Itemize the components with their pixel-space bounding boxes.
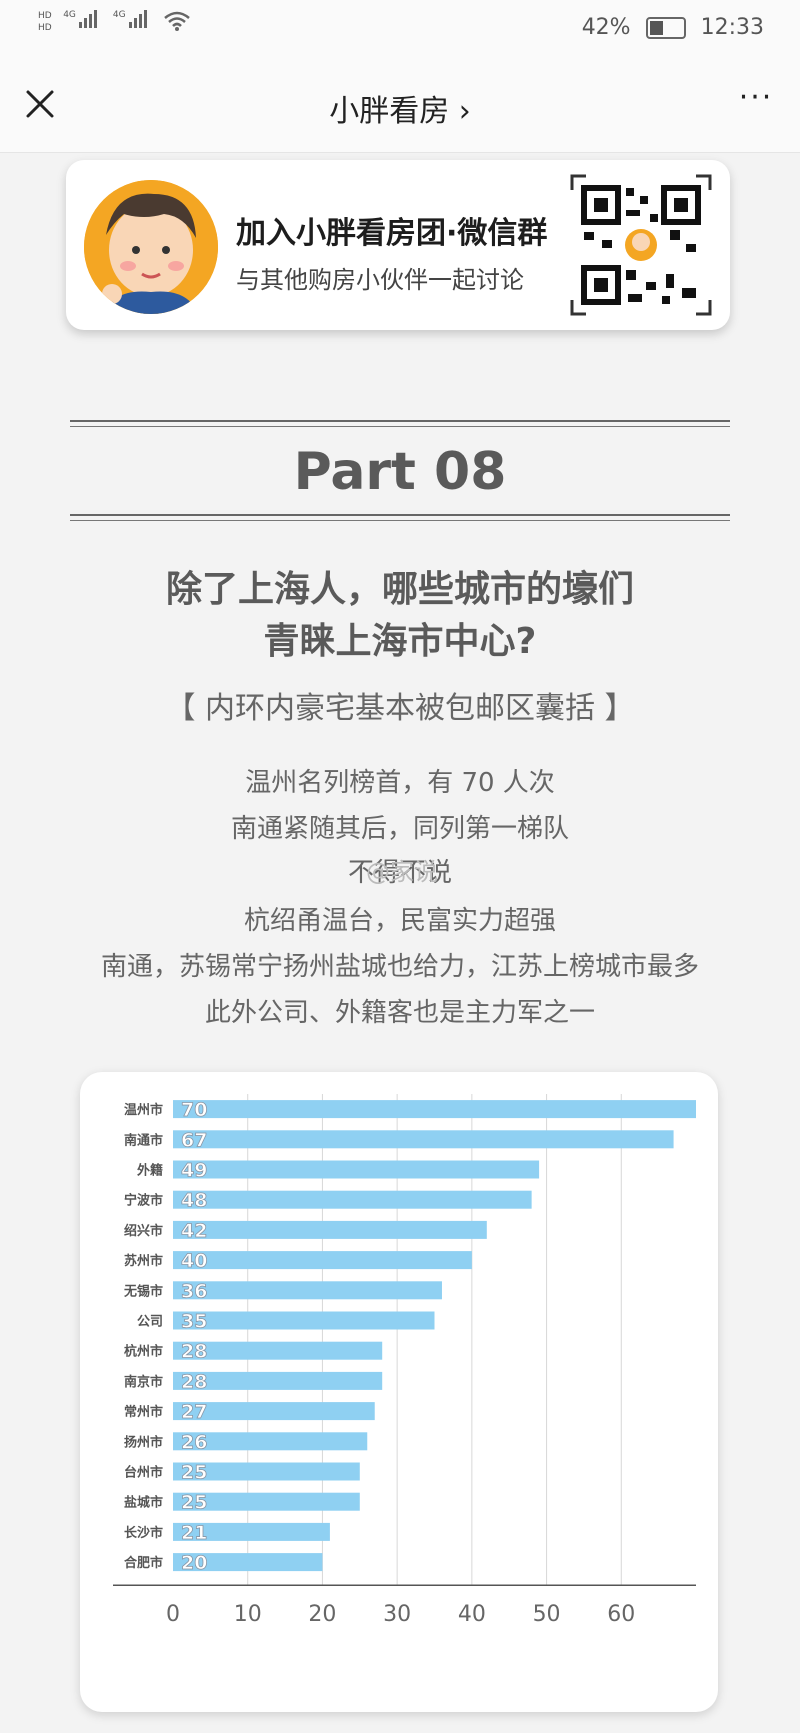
data-label: 25 [181,1462,207,1484]
status-bar: HD HD 4G 4G 42% 12:33 [0,0,800,56]
bar [173,1281,442,1300]
bar [173,1130,674,1149]
x-tick-label: 0 [166,1602,180,1627]
divider-bottom [70,514,730,516]
data-label: 42 [181,1220,207,1242]
hd-label-2: HD [38,23,52,33]
bar [173,1251,472,1270]
divider-top [70,420,730,422]
hd-indicators: HD HD [38,10,52,34]
page-title: 小胖看房 [329,94,450,129]
bar [173,1462,360,1481]
bar [173,1553,323,1572]
category-label: 公司 [137,1315,163,1330]
bar [173,1492,360,1511]
category-label: 苏州市 [124,1253,163,1269]
paragraph-line-5: 南通，苏锡常宁扬州盐城也给力，江苏上榜城市最多 [100,952,699,982]
chart-card: 温州市 70 南通市 67 外籍 49 宁波市 48 绍兴市 42 苏州市 40 无锡市 36 公司 35 杭州… [80,1072,718,1712]
category-label: 长沙市 [124,1525,163,1541]
battery-percent: 42% [581,15,631,40]
clock: 12:33 [700,15,764,40]
category-label: 无锡市 [123,1283,163,1299]
account-title-link[interactable]: 小胖看房 › [0,86,800,130]
bar [173,1522,330,1541]
nav-bar: 小胖看房 › ··· [0,56,800,153]
data-label: 27 [181,1401,207,1423]
banner-title: 加入小胖看房团·微信群 [236,216,548,251]
qr-code-icon [566,170,716,320]
category-label: 杭州市 [124,1344,163,1360]
divider-top-thin [70,426,730,427]
bar [173,1432,368,1451]
bar-chart: 温州市 70 南通市 67 外籍 49 宁波市 48 绍兴市 42 苏州市 40 无锡市 36 公司 35 杭州… [113,1094,696,1627]
wechat-group-banner[interactable]: 加入小胖看房团·微信群 与其他购房小伙伴一起讨论 [66,160,730,330]
divider-bottom-thin [70,520,730,521]
more-options-icon[interactable]: ··· [738,80,774,115]
paragraph-line-3: 不得不说 [347,858,452,888]
paragraph-line-4: 杭绍甬温台，民富实力超强 [243,906,556,936]
battery-icon [645,17,686,39]
headline-line-2: 青睐上海市中心? [263,621,537,662]
banner-subtitle: 与其他购房小伙伴一起讨论 [236,266,524,294]
data-label: 67 [181,1129,207,1151]
bar [173,1311,435,1330]
network-type-1: 4G [63,10,76,20]
close-icon[interactable] [22,86,58,122]
data-label: 26 [181,1431,207,1453]
category-label: 南通市 [124,1132,163,1148]
x-tick-label: 10 [234,1602,262,1627]
category-label: 外籍 [136,1163,163,1179]
category-label: 盐城市 [124,1495,163,1511]
x-tick-label: 30 [383,1602,411,1627]
bar [173,1371,383,1390]
data-label: 49 [181,1160,207,1182]
data-label: 70 [181,1099,207,1121]
data-label: 21 [181,1522,207,1544]
x-tick-label: 40 [458,1602,486,1627]
bar [173,1190,532,1209]
paragraph-line-6: 此外公司、外籍客也是主力军之一 [204,998,595,1028]
x-tick-label: 50 [533,1602,561,1627]
part-label: Part 08 [293,442,507,502]
signal-icon: 4G [63,10,99,28]
avatar [84,180,218,314]
paragraph-line-2: 南通紧随其后，同列第一梯队 [230,814,569,844]
category-label: 南京市 [124,1374,163,1390]
data-label: 25 [181,1492,207,1514]
signal-icon-2: 4G [113,10,149,28]
category-label: 合肥市 [124,1555,163,1571]
data-label: 40 [181,1250,207,1272]
data-label: 36 [181,1280,207,1302]
paragraph-line-1: 温州名列榜首，有 70 人次 [245,768,555,798]
wifi-icon [163,10,191,35]
data-label: 28 [181,1371,207,1393]
x-tick-label: 60 [607,1602,635,1627]
bar [173,1402,375,1421]
watermark: @家说 [366,858,438,886]
headline-line-1: 除了上海人，哪些城市的壕们 [165,569,634,610]
data-label: 20 [181,1552,207,1574]
bar [173,1341,383,1360]
x-tick-label: 20 [308,1602,336,1627]
category-label: 宁波市 [124,1193,163,1209]
category-label: 扬州市 [124,1434,163,1450]
data-label: 28 [181,1341,207,1363]
hd-label-1: HD [38,11,52,21]
category-label: 常州市 [124,1404,163,1420]
subheading: 【 内环内豪宅基本被包邮区囊括 】 [165,691,635,726]
data-label: 35 [181,1311,207,1333]
signal-area: HD HD 4G 4G [38,10,201,35]
category-label: 温州市 [124,1102,163,1118]
category-label: 台州市 [124,1465,163,1481]
status-right: 42% 12:33 [582,15,764,40]
network-type-2: 4G [112,10,126,20]
category-label: 绍兴市 [124,1223,163,1239]
bar [173,1100,696,1119]
bar [173,1220,487,1239]
bar [173,1160,540,1179]
chevron-right-icon: › [458,94,471,129]
data-label: 48 [181,1190,207,1212]
